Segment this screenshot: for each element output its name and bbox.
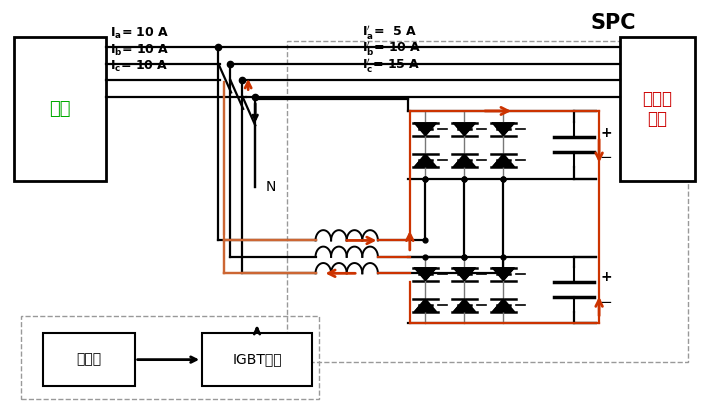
Polygon shape (415, 154, 436, 167)
Text: $\mathbf{I_b'}$= 10 A: $\mathbf{I_b'}$= 10 A (362, 39, 421, 58)
Text: −: − (600, 295, 613, 309)
Bar (202, 333, 312, 386)
Text: −: − (600, 150, 613, 165)
Text: $\mathbf{I_c'}$= 15 A: $\mathbf{I_c'}$= 15 A (362, 56, 420, 74)
Text: $\mathbf{I_a'}$=  5 A: $\mathbf{I_a'}$= 5 A (362, 23, 416, 41)
Polygon shape (454, 299, 475, 312)
Polygon shape (415, 123, 436, 136)
Text: 电网: 电网 (50, 100, 71, 118)
Bar (287, 41, 688, 362)
Bar (14, 37, 106, 181)
Polygon shape (493, 123, 514, 136)
Bar (21, 316, 319, 399)
Bar (620, 37, 695, 181)
Polygon shape (454, 123, 475, 136)
Bar (43, 333, 135, 386)
Polygon shape (415, 299, 436, 312)
Polygon shape (493, 299, 514, 312)
Polygon shape (454, 154, 475, 167)
Polygon shape (415, 268, 436, 281)
Polygon shape (454, 268, 475, 281)
Text: N: N (266, 180, 277, 194)
Polygon shape (493, 268, 514, 281)
Text: IGBT驱动: IGBT驱动 (233, 353, 281, 367)
Text: $\mathbf{I_c}$= 10 A: $\mathbf{I_c}$= 10 A (110, 59, 168, 74)
Text: $\mathbf{I_a}$= 10 A: $\mathbf{I_a}$= 10 A (110, 26, 169, 41)
Text: 不平衡
负载: 不平衡 负载 (642, 90, 673, 128)
Text: SPC: SPC (591, 13, 636, 32)
Text: +: + (601, 125, 612, 140)
Text: $\mathbf{I_b}$= 10 A: $\mathbf{I_b}$= 10 A (110, 42, 169, 58)
Text: 控制器: 控制器 (76, 353, 101, 367)
Polygon shape (493, 154, 514, 167)
Text: +: + (601, 270, 612, 284)
